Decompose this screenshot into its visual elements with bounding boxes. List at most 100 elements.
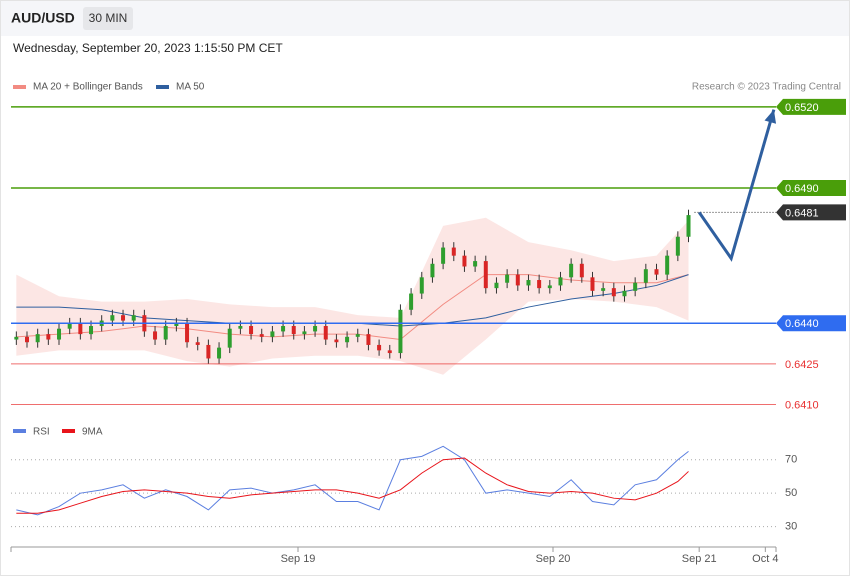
candle-body — [419, 277, 424, 294]
candle-body — [25, 336, 30, 343]
candle-body — [46, 334, 51, 340]
x-tick-label: Sep 21 — [682, 553, 717, 565]
candle-body — [409, 293, 414, 310]
legend-swatch — [13, 429, 26, 433]
candle-body — [323, 326, 328, 340]
candle-body — [291, 326, 296, 335]
x-tick-label: Sep 19 — [281, 553, 316, 565]
candle-body — [334, 339, 339, 343]
candle-body — [174, 323, 179, 327]
legend-label: RSI — [33, 427, 50, 438]
candle-body — [483, 261, 488, 289]
indicator-line — [16, 445, 689, 516]
candle-body — [622, 290, 627, 297]
forecast-line — [697, 109, 776, 262]
x-tick-label: Oct 4 — [752, 553, 778, 565]
subtitle: Wednesday, September 20, 2023 1:15:50 PM… — [13, 41, 283, 55]
candle-body — [227, 328, 232, 348]
price-tag — [776, 180, 846, 197]
candle-body — [35, 334, 40, 343]
legend-swatch — [156, 85, 169, 89]
candle-body — [398, 309, 403, 354]
candle-body — [238, 326, 243, 329]
candle-body — [526, 280, 531, 286]
price-tag — [776, 98, 846, 115]
candle-body — [462, 255, 467, 267]
candle-body — [121, 315, 126, 321]
candle-body — [675, 236, 680, 256]
price-tag-label: 0.6520 — [785, 102, 819, 114]
candle-body — [590, 277, 595, 291]
candle-body — [473, 261, 478, 267]
candle-body — [558, 277, 563, 286]
candle-body — [206, 344, 211, 359]
candle-body — [601, 288, 606, 291]
candle-body — [537, 280, 542, 289]
candle-body — [355, 334, 360, 337]
candle-body — [67, 323, 72, 329]
candle-body — [131, 315, 136, 321]
candle-body — [547, 285, 552, 289]
price-level-label: 0.6425 — [785, 359, 819, 371]
candle-body — [366, 334, 371, 345]
candle-body — [313, 326, 318, 332]
candle-body — [654, 269, 659, 275]
candle-body — [345, 336, 350, 343]
header-bar — [1, 1, 849, 36]
candle-body — [569, 263, 574, 278]
candle-body — [302, 331, 307, 335]
candle-body — [249, 326, 254, 335]
y-tick-label: 50 — [785, 487, 797, 499]
candle-body — [451, 247, 456, 256]
candle-body — [259, 334, 264, 337]
candle-body — [185, 323, 190, 343]
bollinger-band — [16, 217, 689, 375]
candle-body — [579, 263, 584, 278]
candle-body — [494, 282, 499, 289]
candle-body — [89, 326, 94, 335]
indicator-line — [16, 457, 689, 514]
candle-body — [686, 215, 691, 237]
price-tag — [776, 315, 846, 332]
legend-swatch — [62, 429, 75, 433]
timeframe-pill — [83, 7, 133, 30]
candle-body — [281, 326, 286, 332]
legend-label: MA 50 — [176, 82, 205, 93]
candle-body — [430, 263, 435, 278]
legend-label: MA 20 + Bollinger Bands — [33, 82, 143, 93]
candle-body — [611, 288, 616, 297]
legend-swatch — [13, 85, 26, 89]
candle-body — [270, 331, 275, 337]
timeframe: 30 MIN — [89, 11, 128, 25]
price-tag-label: 0.6490 — [785, 183, 819, 195]
candle-body — [505, 274, 510, 283]
candle-body — [441, 247, 446, 264]
candle-body — [643, 269, 648, 283]
candle-body — [377, 344, 382, 351]
candle-body — [78, 323, 83, 335]
x-tick-label: Sep 20 — [536, 553, 571, 565]
price-tag-label: 0.6481 — [785, 207, 819, 219]
y-tick-label: 30 — [785, 521, 797, 533]
price-level-label: 0.6410 — [785, 399, 819, 411]
y-tick-label: 70 — [785, 454, 797, 466]
credit: Research © 2023 Trading Central — [692, 82, 841, 93]
candle-body — [153, 331, 158, 340]
candle-body — [387, 350, 392, 354]
legend-label: 9MA — [82, 427, 103, 438]
candle-body — [515, 274, 520, 286]
chart-title: AUD/USD — [11, 10, 75, 26]
price-tag-label: 0.6440 — [785, 318, 819, 330]
price-tag — [776, 204, 846, 221]
candle-body — [163, 326, 168, 340]
candle-body — [217, 347, 222, 359]
candle-body — [57, 328, 62, 340]
candle-body — [633, 282, 638, 291]
candle-body — [110, 315, 115, 321]
candle-body — [195, 342, 200, 345]
forecast-arrowhead — [764, 109, 777, 124]
candle-body — [14, 336, 19, 340]
